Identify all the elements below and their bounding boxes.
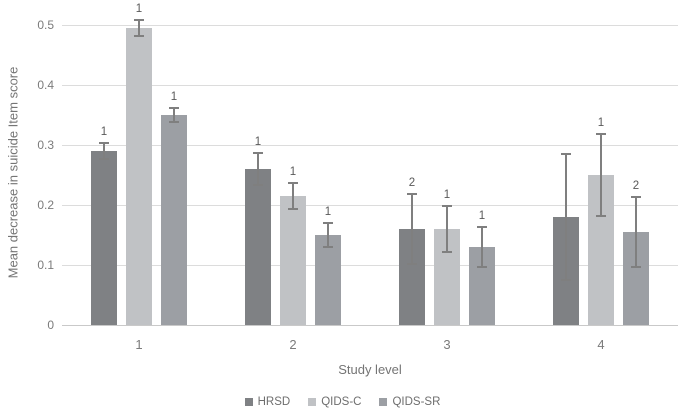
legend-label: QIDS-C — [321, 396, 362, 408]
gridline — [62, 25, 678, 26]
error-bar-cap-top — [134, 19, 144, 22]
legend-label: QIDS-SR — [392, 396, 441, 408]
legend-swatch-icon — [308, 398, 317, 406]
error-bar-cap-bottom — [323, 246, 333, 248]
legend-swatch-icon — [244, 398, 253, 406]
error-bar-cap-top — [253, 151, 263, 154]
error-bar-cap-bottom — [477, 266, 487, 269]
bar-value-label: 1 — [478, 209, 486, 222]
legend-item-qids-sr: QIDS-SR — [379, 396, 440, 408]
bar-hrsd-group2 — [245, 169, 271, 325]
bar-value-label: 2 — [408, 177, 416, 190]
error-bar-cap-top — [99, 141, 109, 144]
error-bar-cap-top — [407, 193, 417, 196]
error-bar-line — [138, 20, 140, 36]
gridline — [62, 85, 678, 86]
x-tick-label: 4 — [597, 337, 605, 352]
error-bar-line — [327, 223, 329, 247]
error-bar-line — [446, 206, 448, 252]
x-tick-label: 1 — [135, 337, 143, 352]
error-bar-cap-top — [561, 153, 571, 155]
error-bar-cap-bottom — [134, 34, 144, 37]
error-bar-cap-bottom — [596, 215, 606, 218]
y-tick-label: 0.2 — [37, 198, 54, 212]
error-bar-cap-bottom — [99, 158, 109, 161]
error-bar-line — [173, 107, 175, 123]
error-bar-cap-top — [631, 196, 641, 199]
error-bar-cap-bottom — [561, 279, 571, 281]
bar-value-label: 1 — [289, 166, 297, 179]
y-tick-label: 0 — [47, 318, 54, 332]
error-bar-line — [481, 226, 483, 268]
bar-value-label: 1 — [100, 125, 108, 138]
error-bar-line — [600, 133, 602, 217]
x-tick-label: 3 — [443, 337, 451, 352]
y-tick-label: 0.3 — [37, 138, 54, 152]
error-bar-cap-top — [596, 132, 606, 135]
error-bar-cap-bottom — [253, 184, 263, 187]
bar-hrsd-group1 — [91, 151, 117, 325]
gridline — [62, 205, 678, 206]
error-bar-cap-bottom — [442, 250, 452, 253]
legend-item-qids-c: QIDS-C — [308, 396, 361, 408]
error-bar-line — [292, 183, 294, 209]
bar-value-label: 1 — [135, 3, 143, 16]
bar-value-label: 1 — [443, 189, 451, 202]
x-tick-label: 2 — [289, 337, 297, 352]
y-tick-label: 0.1 — [37, 258, 54, 272]
error-bar-cap-bottom — [407, 262, 417, 265]
bar-value-label: 1 — [254, 135, 262, 148]
error-bar-cap-top — [288, 182, 298, 185]
y-tick-label: 0.5 — [37, 18, 54, 32]
bar-value-label: 1 — [170, 90, 178, 103]
error-bar-cap-top — [442, 205, 452, 208]
error-bar-line — [635, 197, 637, 267]
bar-qids-sr-group1 — [161, 115, 187, 325]
error-bar-cap-top — [169, 106, 179, 109]
error-bar-line — [257, 152, 259, 186]
x-axis-line — [62, 325, 678, 326]
gridline — [62, 145, 678, 146]
legend-item-hrsd: HRSD — [244, 396, 291, 408]
error-bar-line — [103, 142, 105, 160]
error-bar-line — [565, 154, 567, 280]
bar-qids-c-group1 — [126, 28, 152, 325]
bar-value-label: 1 — [597, 116, 605, 129]
gridline — [62, 265, 678, 266]
error-bar-line — [411, 194, 413, 264]
bar-value-label: 1 — [324, 206, 332, 218]
x-axis-title: Study level — [338, 362, 402, 377]
error-bar-cap-bottom — [169, 121, 179, 124]
bar-qids-sr-group2 — [315, 235, 341, 325]
legend: HRSD QIDS-C QIDS-SR — [0, 396, 685, 408]
y-tick-label: 0.4 — [37, 78, 54, 92]
y-axis-title: Mean decrease in suicide Item score — [5, 66, 21, 279]
error-bar-cap-top — [477, 225, 487, 228]
bar-qids-c-group2 — [280, 196, 306, 325]
bar-value-label: 2 — [632, 180, 640, 193]
legend-swatch-icon — [379, 398, 388, 406]
error-bar-cap-bottom — [631, 265, 641, 268]
legend-label: HRSD — [257, 396, 291, 408]
error-bar-cap-bottom — [288, 207, 298, 210]
error-bar-cap-top — [323, 222, 333, 224]
